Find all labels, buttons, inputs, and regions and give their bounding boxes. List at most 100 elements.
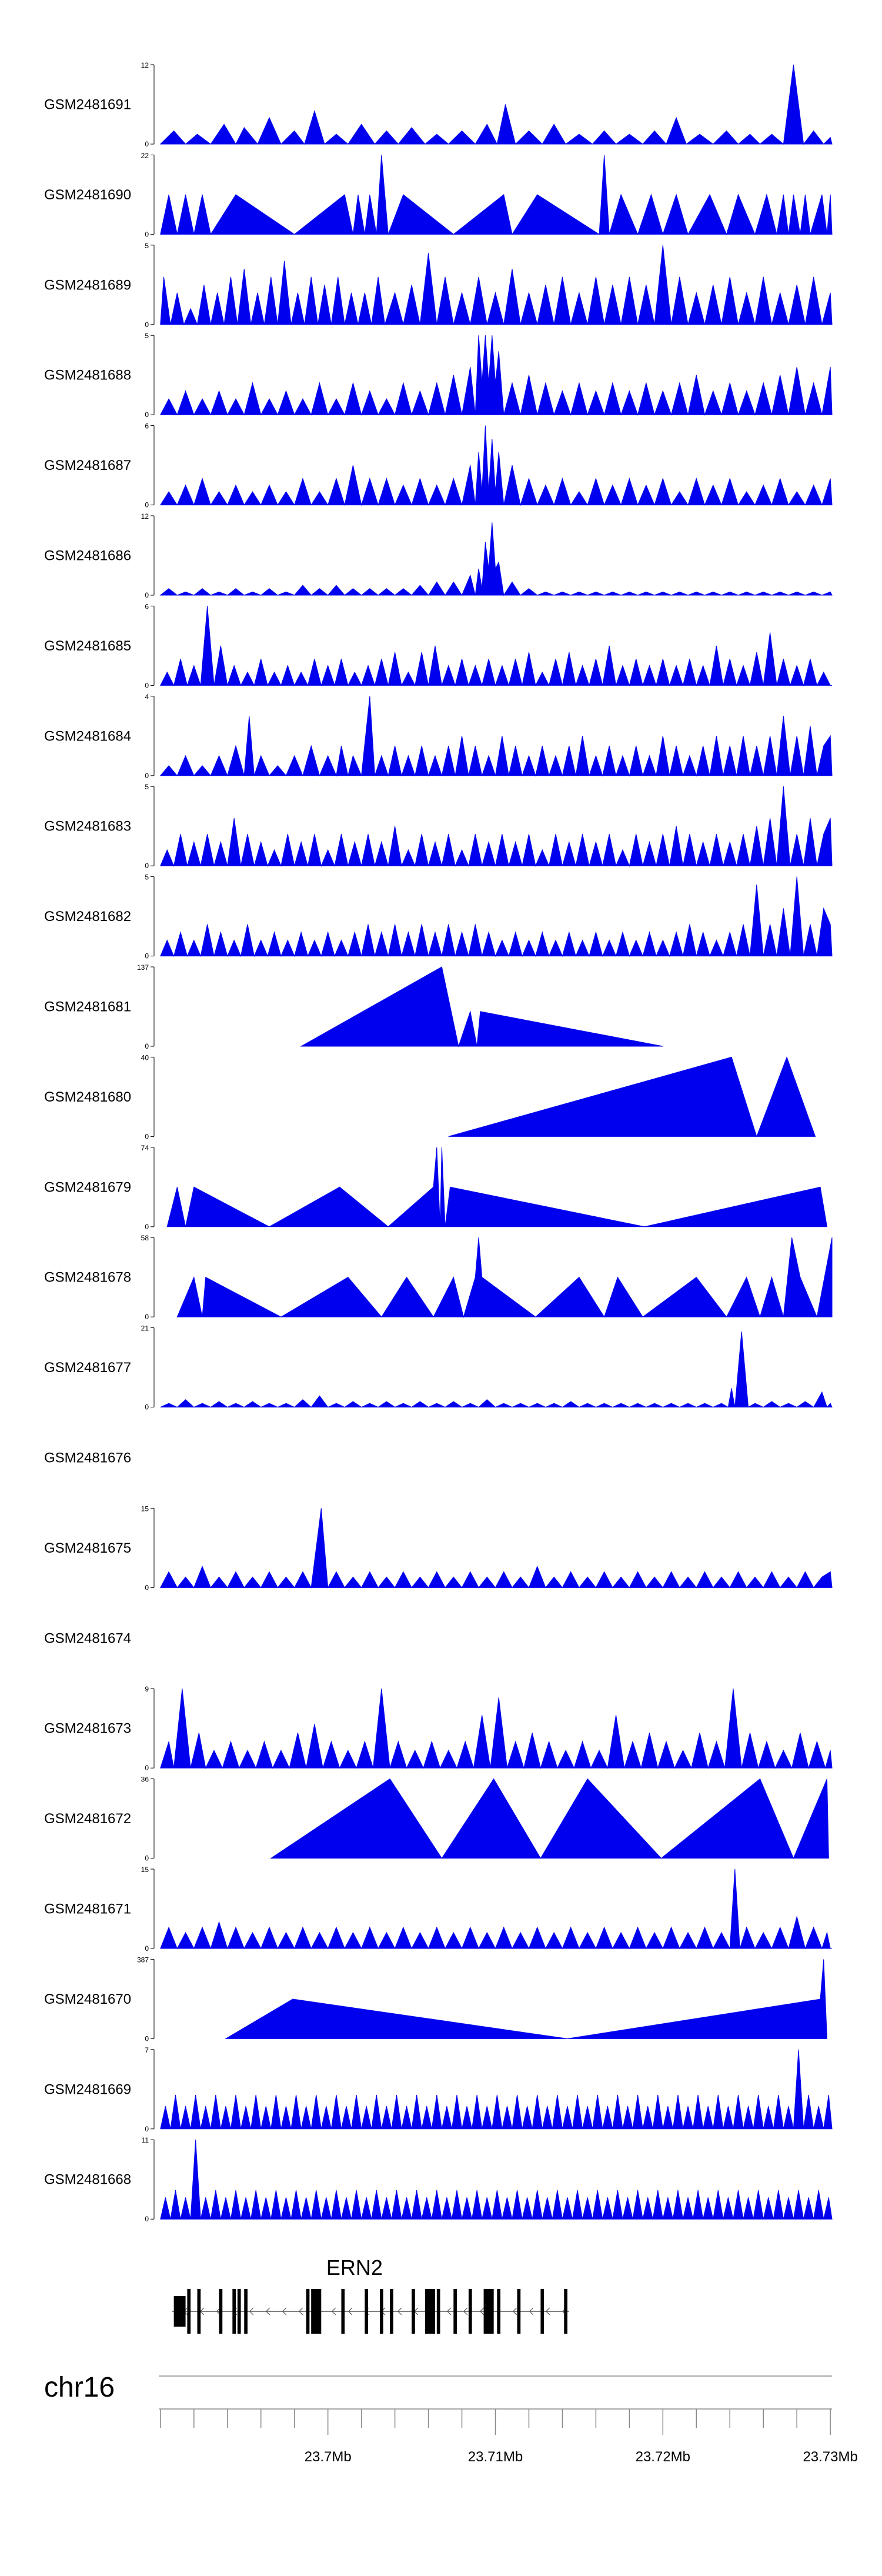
y-zero-label: 0: [145, 681, 149, 689]
y-max-label: 11: [142, 2136, 149, 2144]
gene-exon: [540, 2289, 544, 2334]
track-GSM2481676: GSM2481676: [44, 1450, 131, 1466]
coverage-area: [160, 1868, 832, 1950]
strand-arrow: [348, 2307, 353, 2315]
track-GSM2481671: GSM2481671 15 0: [44, 1866, 832, 1953]
gene-exon: [497, 2289, 501, 2334]
y-max-label: 5: [145, 332, 149, 340]
y-max-label: 58: [141, 1234, 149, 1242]
gene-track: ERN2: [172, 2255, 569, 2334]
coverage-area: [160, 1331, 833, 1408]
y-zero-label: 0: [145, 1042, 149, 1050]
track-GSM2481677: GSM2481677 21 0: [44, 1324, 833, 1412]
track-GSM2481683: GSM2481683 5 0: [44, 783, 833, 870]
coverage-area: [160, 245, 833, 326]
coverage-area: [300, 966, 663, 1047]
track-label: GSM2481687: [44, 458, 131, 473]
coverage-tracks: GSM2481691120GSM2481690220GSM248168950GS…: [44, 61, 833, 2223]
track-label: GSM2481684: [44, 728, 131, 744]
strand-arrow: [397, 2307, 402, 2315]
y-zero-label: 0: [145, 2125, 149, 2133]
coverage-area: [160, 606, 832, 687]
gene-exon: [453, 2289, 457, 2334]
track-GSM2481681: GSM2481681 137 0: [44, 963, 663, 1050]
y-max-label: 15: [141, 1504, 149, 1513]
y-max-label: 5: [145, 242, 149, 250]
y-zero-label: 0: [145, 2034, 149, 2043]
track-GSM2481678: GSM2481678 58 0: [44, 1234, 833, 1321]
strand-arrow: [545, 2307, 550, 2315]
track-label: GSM2481668: [44, 2172, 131, 2188]
y-zero-label: 0: [145, 1403, 149, 1412]
track-label: GSM2481678: [44, 1270, 131, 1286]
track-GSM2481685: GSM2481685 6 0: [44, 602, 832, 689]
y-max-label: 137: [137, 963, 149, 972]
gene-exon: [390, 2289, 393, 2334]
x-tick-label: 23.73Mb: [803, 2449, 857, 2465]
y-max-label: 7: [145, 2046, 149, 2054]
y-max-label: 5: [145, 783, 149, 791]
y-max-label: 74: [141, 1144, 149, 1152]
strand-arrow: [463, 2307, 468, 2315]
track-GSM2481682: GSM2481682 5 0: [44, 873, 833, 960]
y-max-label: 5: [145, 873, 149, 882]
coverage-area: [159, 696, 833, 777]
x-tick-label: 23.72Mb: [636, 2449, 690, 2465]
coverage-area: [225, 1959, 827, 2039]
coverage-area: [159, 425, 833, 506]
track-GSM2481669: GSM2481669 7 0: [44, 2046, 833, 2133]
y-max-label: 21: [141, 1324, 149, 1333]
y-zero-label: 0: [145, 952, 149, 960]
y-zero-label: 0: [145, 1854, 149, 1863]
y-zero-label: 0: [145, 140, 149, 148]
track-label: GSM2481681: [44, 999, 131, 1015]
y-max-label: 22: [141, 151, 149, 159]
track-label: GSM2481688: [44, 368, 131, 383]
strand-arrow: [331, 2307, 336, 2315]
y-zero-label: 0: [145, 1223, 149, 1231]
y-zero-label: 0: [145, 321, 149, 329]
gene-exon: [341, 2289, 345, 2334]
gene-exon: [483, 2289, 494, 2334]
track-label: GSM2481673: [44, 1721, 131, 1737]
track-label: GSM2481671: [44, 1901, 131, 1917]
y-zero-label: 0: [145, 230, 149, 238]
chromosome-label: chr16: [44, 2372, 115, 2403]
coverage-area: [160, 876, 833, 957]
track-label: GSM2481691: [44, 97, 131, 113]
y-max-label: 6: [145, 422, 149, 431]
coverage-area: [448, 1056, 816, 1137]
track-label: GSM2481682: [44, 909, 131, 925]
track-GSM2481691: GSM2481691 12 0: [44, 61, 833, 148]
gene-label: ERN2: [326, 2255, 383, 2280]
y-zero-label: 0: [145, 411, 149, 419]
coverage-area: [270, 1778, 829, 1859]
strand-arrow: [282, 2307, 287, 2315]
track-GSM2481684: GSM2481684 4 0: [44, 693, 833, 780]
gene-exon: [219, 2289, 223, 2334]
track-label: GSM2481672: [44, 1811, 131, 1827]
y-zero-label: 0: [145, 2215, 149, 2223]
strand-arrow: [265, 2307, 270, 2315]
track-GSM2481675: GSM2481675 15 0: [44, 1504, 833, 1591]
track-label: GSM2481685: [44, 638, 131, 654]
gene-exon: [237, 2289, 241, 2334]
y-max-label: 12: [141, 61, 149, 69]
track-label: GSM2481683: [44, 819, 131, 835]
coverage-area: [159, 64, 833, 145]
track-GSM2481686: GSM2481686 12 0: [44, 512, 833, 599]
strand-arrow: [529, 2307, 534, 2315]
coverage-area: [160, 786, 833, 867]
coverage-area: [160, 1689, 833, 1770]
gene-exon: [425, 2289, 435, 2334]
track-GSM2481688: GSM2481688 5 0: [44, 332, 833, 419]
strand-arrow: [512, 2307, 517, 2315]
gene-exon: [365, 2289, 369, 2334]
track-GSM2481690: GSM2481690 22 0: [44, 151, 833, 238]
track-label: GSM2481680: [44, 1089, 131, 1105]
gene-exon: [379, 2289, 383, 2334]
track-label: GSM2481679: [44, 1179, 131, 1195]
track-label: GSM2481689: [44, 277, 131, 293]
y-zero-label: 0: [145, 862, 149, 870]
